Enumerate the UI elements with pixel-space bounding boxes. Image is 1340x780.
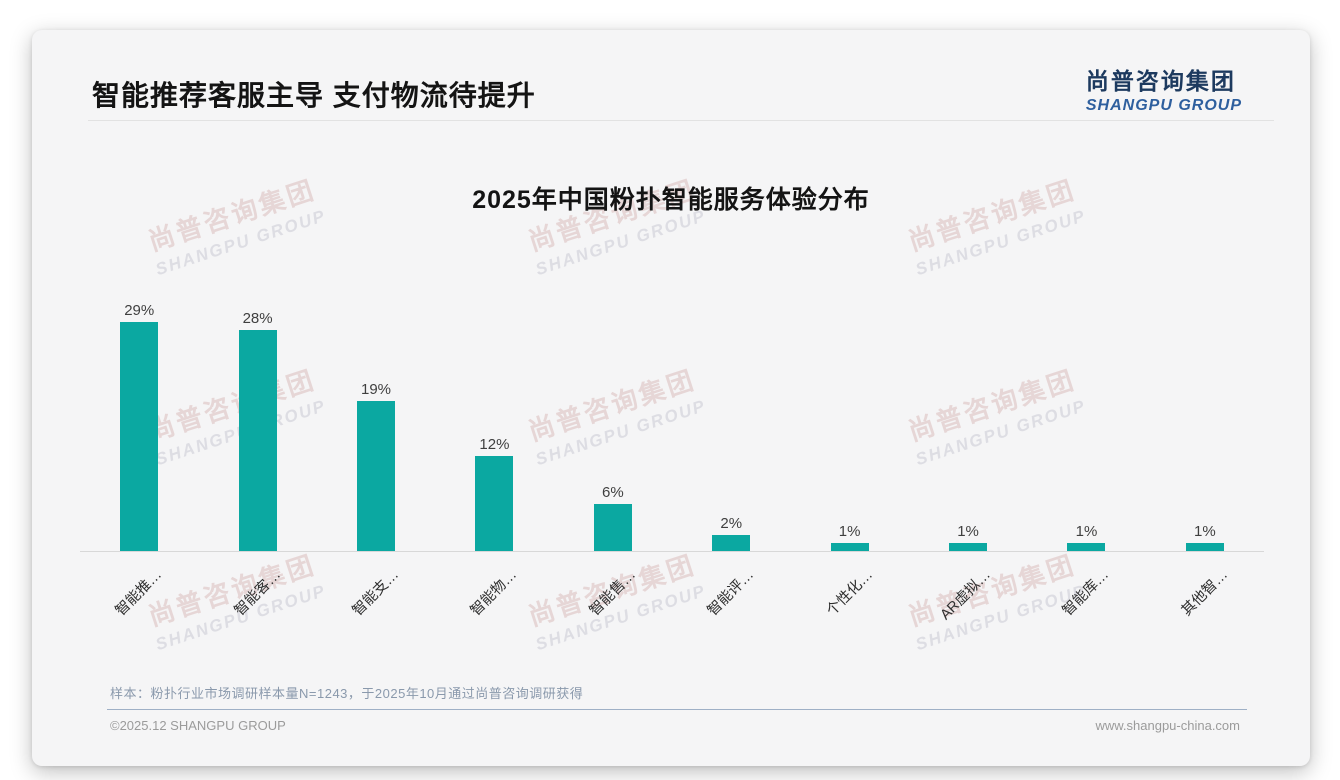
x-tick-label: AR虚拟… [937, 566, 995, 624]
bar [1067, 543, 1106, 551]
bar [593, 504, 632, 551]
bar [475, 456, 514, 551]
bar-column: 28% [198, 310, 316, 551]
bar [949, 543, 988, 551]
x-tick: 个性化… [790, 552, 908, 644]
x-tick-label: 智能支… [349, 566, 403, 620]
bar [238, 330, 277, 551]
bar-value-label: 1% [957, 523, 979, 540]
x-tick-label: 智能物… [468, 566, 521, 620]
bar-value-label: 28% [242, 310, 273, 327]
website-url: www.shangpu-china.com [1095, 718, 1240, 733]
x-tick: AR虚拟… [909, 552, 1027, 644]
x-tick: 智能物… [435, 552, 553, 644]
x-tick: 智能客… [198, 552, 316, 644]
logo-english-text: SHANGPU GROUP [1085, 97, 1242, 114]
bar [830, 543, 869, 551]
bar-value-label: 19% [361, 381, 392, 398]
bar-value-label: 1% [1194, 523, 1216, 540]
page-title: 智能推荐客服主导 支付物流待提升 [92, 80, 536, 111]
x-axis-labels: 智能推… 智能客… 智能支… 智能物… 智能售… 智能评… 个性化… AR虚拟… 智能库… 其他智… [80, 552, 1264, 644]
x-tick-label: 智能客… [231, 566, 284, 620]
logo-chinese-text: 尚普咨询集团 [1085, 68, 1236, 94]
bar-value-label: 1% [1075, 523, 1098, 540]
bar-value-label: 29% [124, 302, 155, 319]
x-tick-label: 其他智… [1178, 566, 1232, 620]
x-tick-label: 智能库… [1060, 566, 1113, 620]
x-tick: 智能售… [554, 552, 672, 644]
x-tick-label: 智能推… [113, 566, 166, 620]
x-tick: 智能支… [317, 552, 435, 644]
bar-column: 19% [317, 381, 435, 551]
bar-column: 1% [1027, 523, 1145, 551]
bar-column: 12% [435, 436, 553, 551]
bar [712, 535, 751, 551]
bar-value-label: 12% [479, 436, 510, 453]
slide-card: 尚普咨询集团 SHANGPU GROUP 尚普咨询集团 SHANGPU GROUP 尚普… [32, 30, 1310, 766]
bar-column: 6% [554, 484, 672, 551]
bar-value-label: 2% [720, 515, 743, 532]
sample-footnote: 样本：粉扑行业市场调研样本量N=1243，于2025年10月通过尚普咨询调研获得 [110, 686, 584, 701]
bar [120, 322, 159, 551]
bar-column: 29% [80, 302, 198, 551]
plot-area: 29% 28% 19% 12% 6% 2% 1% 1% 1% 1% [80, 250, 1264, 552]
x-tick-label: 智能售… [586, 566, 639, 620]
bar-column: 1% [909, 523, 1027, 551]
bar-column: 2% [672, 515, 790, 551]
bar [357, 401, 396, 551]
x-tick: 智能评… [672, 552, 790, 644]
header-divider [88, 120, 1274, 121]
x-tick: 智能推… [80, 552, 198, 644]
bar-chart: 29% 28% 19% 12% 6% 2% 1% 1% 1% 1% 智能推… 智能客… 智能支… 智能物… [80, 250, 1264, 644]
x-tick: 其他智… [1146, 552, 1264, 644]
bar-value-label: 1% [838, 523, 861, 540]
company-logo: 尚普咨询集团 SHANGPU GROUP [1086, 62, 1242, 115]
bar-column: 1% [790, 523, 908, 551]
copyright-text: ©2025.12 SHANGPU GROUP [110, 718, 286, 733]
chart-title: 2025年中国粉扑智能服务体验分布 [472, 186, 870, 214]
x-tick: 智能库… [1027, 552, 1145, 644]
bar [1185, 543, 1224, 551]
x-tick-label: 个性化… [823, 566, 876, 620]
footer-divider [107, 709, 1247, 710]
bar-value-label: 6% [601, 484, 624, 501]
bar-column: 1% [1146, 523, 1264, 551]
x-tick-label: 智能评… [705, 566, 758, 620]
